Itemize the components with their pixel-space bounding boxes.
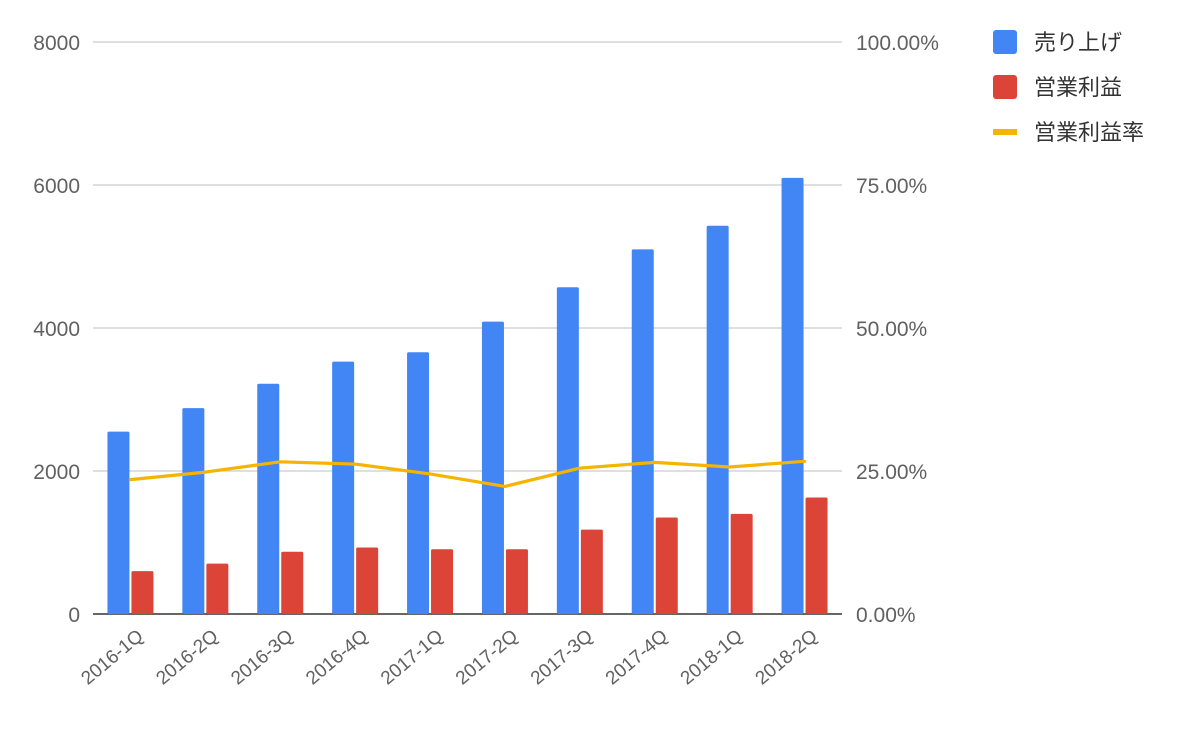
operating-margin-line [128,459,807,488]
right-axis-ticks: 0.00% 25.00% 50.00% 75.00% 100.00% [856,32,939,627]
gridlines [93,41,842,615]
right-tick-label: 50.00% [856,318,927,341]
right-tick-label: 100.00% [856,32,939,55]
legend-label: 営業利益率 [1034,121,1144,146]
operating-profit-bar [580,529,603,614]
operating-profit-bar [356,547,379,614]
bar-series [107,177,828,614]
operating-profit-bar [655,517,678,614]
legend-label: 売り上げ [1034,31,1122,56]
x-tick-label: 2017-2Q [452,626,522,690]
sales-bar [182,408,205,614]
x-tick-label: 2016-4Q [302,626,372,690]
sales-bar [781,177,804,614]
right-tick-label: 25.00% [856,461,927,484]
legend-swatch [993,129,1017,135]
operating-profit-bar [431,549,454,614]
x-tick-label: 2017-1Q [377,626,447,690]
line-series [128,459,807,488]
x-tick-label: 2016-2Q [152,626,222,690]
sales-bar [481,321,504,614]
operating-profit-bar [281,551,304,614]
right-tick-label: 75.00% [856,175,927,198]
sales-bar [332,361,355,614]
operating-profit-bar [131,571,154,614]
left-tick-label: 4000 [33,318,80,341]
left-tick-label: 6000 [33,175,80,198]
left-tick-label: 2000 [33,461,80,484]
legend-swatch [993,75,1017,99]
sales-bar [107,431,130,614]
sales-bar [407,352,430,614]
x-tick-label: 2016-3Q [227,626,297,690]
operating-profit-bar [730,513,753,614]
left-axis-ticks: 0 2000 4000 6000 8000 [33,32,80,627]
operating-profit-bar [805,497,828,614]
x-tick-label: 2018-1Q [677,626,747,690]
sales-bar [631,249,654,614]
sales-bar [257,383,280,614]
left-tick-label: 0 [68,604,80,627]
sales-bar [706,225,729,614]
x-tick-label: 2018-2Q [752,626,822,690]
sales-bar [556,287,579,614]
left-tick-label: 8000 [33,32,80,55]
x-tick-label: 2017-4Q [602,626,672,690]
operating-profit-bar [206,563,229,614]
right-tick-label: 0.00% [856,604,916,627]
x-tick-label: 2016-1Q [78,626,148,690]
x-axis-ticks: 2016-1Q 2016-2Q 2016-3Q 2016-4Q 2017-1Q 2017-… [78,626,822,690]
legend-label: 営業利益 [1034,76,1122,101]
operating-profit-bar [505,549,528,614]
legend-swatch [993,30,1017,54]
x-tick-label: 2017-3Q [527,626,597,690]
